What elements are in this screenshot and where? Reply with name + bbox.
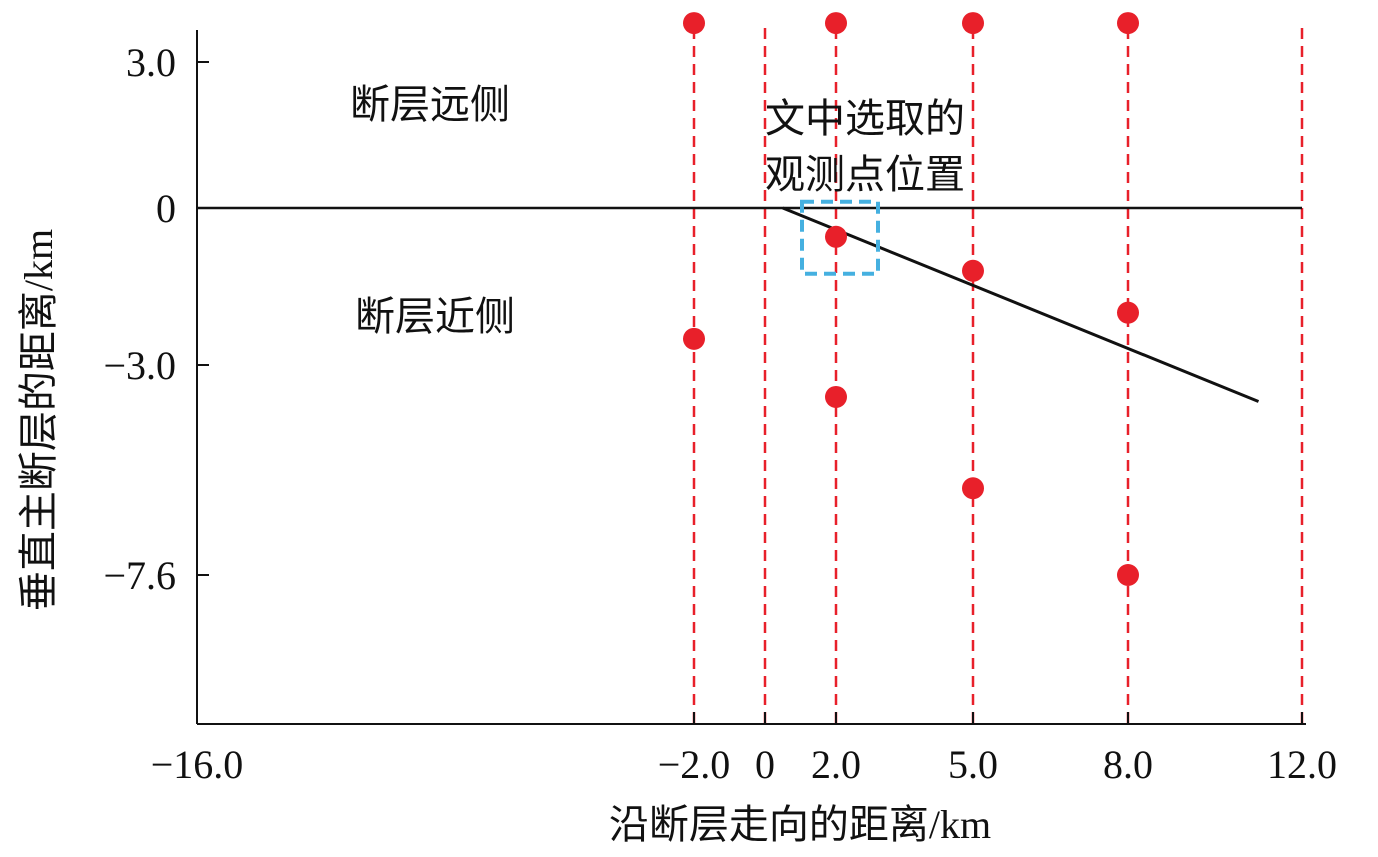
reference-lines <box>692 28 1304 724</box>
x-tick-label: −2.0 <box>658 742 731 787</box>
y-ticks: 3.0 0 −3.0 −7.6 <box>103 40 209 598</box>
fault-trace-line <box>782 206 1260 403</box>
axes <box>196 30 1306 725</box>
data-point <box>825 385 847 408</box>
data-point <box>1117 12 1139 35</box>
data-point <box>962 477 984 500</box>
data-point <box>1117 301 1139 324</box>
data-point <box>962 12 984 35</box>
data-point <box>825 225 847 248</box>
y-tick-label: −3.0 <box>103 343 176 388</box>
x-tick-label: 0 <box>755 742 775 787</box>
data-points <box>683 12 1139 586</box>
annotation-selected-line1: 文中选取的 <box>765 96 965 141</box>
data-point <box>683 12 705 35</box>
selected-point-highlight-box <box>800 199 880 276</box>
data-point <box>1117 564 1139 586</box>
x-ticks: −16.0 −2.0 0 2.0 5.0 8.0 12.0 <box>151 712 1337 787</box>
x-tick-label: −16.0 <box>151 742 244 787</box>
data-point <box>825 12 847 35</box>
y-tick-label: 0 <box>156 186 176 231</box>
x-tick-label: 12.0 <box>1267 742 1337 787</box>
data-point <box>683 327 705 350</box>
x-axis-title: 沿断层走向的距离/km <box>609 802 991 847</box>
annotation-far-side: 断层远侧 <box>350 82 510 127</box>
y-tick-label: 3.0 <box>126 40 176 85</box>
y-tick-label: −7.6 <box>103 553 176 598</box>
data-point <box>962 259 984 282</box>
x-tick-label: 5.0 <box>948 742 998 787</box>
x-tick-label: 8.0 <box>1103 742 1153 787</box>
x-tick-label: 2.0 <box>811 742 861 787</box>
y-axis-title: 垂直主断层的距离/km <box>16 229 61 611</box>
annotation-near-side: 断层近侧 <box>355 294 515 339</box>
annotation-selected-line2: 观测点位置 <box>765 152 965 197</box>
